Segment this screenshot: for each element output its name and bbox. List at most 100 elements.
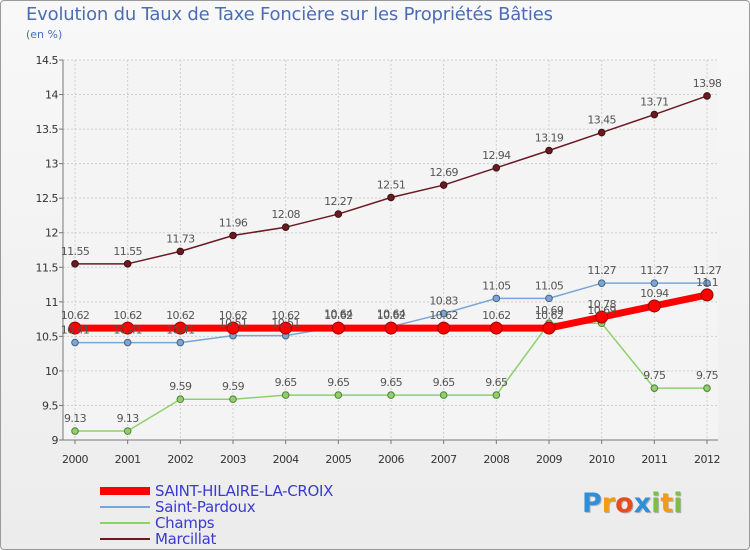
data-label-saint-pardoux: 10.51 [219, 317, 248, 330]
data-label-marcillat: 13.98 [693, 77, 722, 90]
logo-letter: r [601, 488, 616, 519]
data-label-champs: 9.13 [117, 412, 140, 425]
y-tick-label: 11.5 [36, 261, 59, 274]
legend-label: Champs [155, 514, 215, 532]
data-point-saint-pardoux [176, 338, 185, 347]
legend-label: Marcillat [155, 530, 217, 548]
y-tick-label: 13.5 [36, 123, 59, 136]
data-point-marcillat [439, 181, 448, 189]
data-point-marcillat [387, 193, 395, 202]
x-tick-label: 2005 [325, 453, 351, 466]
data-label-champs: 9.75 [696, 369, 719, 382]
data-label-marcillat: 11.73 [166, 232, 195, 245]
data-label-saint-pardoux: 10.83 [429, 295, 458, 308]
logo-letter: t [660, 488, 674, 519]
data-label-saint-pardoux: 10.51 [271, 317, 300, 330]
data-point-saint-hilaire-la-croix [331, 321, 345, 335]
data-label-saint-pardoux: 10.41 [166, 324, 195, 337]
data-labels: 11.55 11.55 11.73 11.96 12.08 12.27 12.51 12.69… [61, 77, 723, 425]
legend-swatch [100, 506, 150, 508]
y-tick-label: 9.5 [42, 399, 58, 412]
data-label-marcillat: 11.96 [219, 216, 248, 229]
data-label-saint-hilaire-la-croix: 10.62 [482, 309, 511, 322]
x-tick-label: 2012 [694, 453, 720, 466]
proxiti-logo: Proxiti [582, 488, 683, 519]
data-label-marcillat: 13.71 [640, 96, 669, 109]
data-label-marcillat: 12.51 [377, 178, 406, 191]
x-tick-label: 2003 [220, 453, 246, 466]
grid [63, 59, 718, 441]
data-point-saint-hilaire-la-croix [226, 321, 240, 335]
data-label-champs: 10.69 [587, 304, 616, 317]
data-point-saint-hilaire-la-croix [121, 321, 135, 335]
data-point-champs [650, 384, 659, 392]
x-tick-label: 2006 [378, 453, 404, 466]
legend-label: Saint-Pardoux [155, 498, 256, 516]
data-point-saint-hilaire-la-croix [700, 288, 714, 302]
data-label-saint-hilaire-la-croix: 10.62 [324, 309, 353, 322]
data-point-saint-pardoux [650, 279, 659, 287]
data-label-marcillat: 11.55 [113, 245, 142, 258]
logo-letter: o [615, 488, 634, 519]
data-point-marcillat [123, 260, 132, 268]
data-label-champs: 9.59 [222, 380, 245, 393]
y-tick-label: 11 [45, 296, 58, 309]
data-point-marcillat [703, 92, 711, 100]
data-point-marcillat [334, 210, 343, 218]
data-label-saint-hilaire-la-croix: 10.62 [535, 309, 564, 322]
data-point-champs [71, 427, 79, 435]
data-label-champs: 9.59 [169, 380, 192, 393]
data-label-marcillat: 12.08 [271, 208, 300, 221]
x-tick-label: 2002 [167, 453, 193, 466]
logo-letter: i [673, 488, 683, 519]
logo-letter: i [651, 488, 661, 519]
data-label-saint-hilaire-la-croix: 10.94 [640, 287, 669, 300]
data-point-saint-hilaire-la-croix [647, 299, 661, 313]
data-point-marcillat [545, 146, 553, 155]
data-point-saint-pardoux [71, 338, 79, 347]
x-tick-label: 2008 [483, 453, 509, 466]
data-point-saint-hilaire-la-croix [279, 321, 293, 335]
data-label-saint-pardoux: 10.64 [324, 308, 353, 321]
x-tick-label: 2004 [273, 453, 299, 466]
data-point-saint-pardoux [703, 279, 711, 287]
data-point-saint-pardoux [545, 294, 553, 303]
data-point-saint-hilaire-la-croix [68, 321, 82, 335]
legend-label: SAINT-HILAIRE-LA-CROIX [155, 482, 334, 500]
data-label-saint-pardoux: 11.05 [482, 279, 511, 292]
x-tick-label: 2000 [62, 453, 88, 466]
data-point-champs [387, 391, 395, 399]
data-point-champs [229, 395, 237, 404]
data-label-champs: 9.75 [643, 369, 666, 382]
data-label-champs: 9.65 [380, 376, 403, 389]
data-label-champs: 9.65 [275, 376, 298, 389]
logo-letter: x [633, 488, 652, 519]
data-label-saint-pardoux: 11.27 [587, 264, 616, 277]
x-tick-label: 2011 [641, 453, 667, 466]
data-point-saint-hilaire-la-croix [489, 321, 503, 335]
y-tick-label: 10 [45, 365, 58, 378]
data-point-champs [439, 391, 448, 399]
data-label-marcillat: 12.94 [482, 149, 511, 162]
y-tick-label: 10.5 [36, 330, 59, 343]
data-point-marcillat [492, 163, 501, 172]
data-label-marcillat: 12.27 [324, 195, 353, 208]
data-label-saint-pardoux: 10.64 [377, 308, 406, 321]
axes: 9 9.5 10 10.5 11 11.5 12 12.5 13 13.5 14 14.5 2000 20… [36, 54, 721, 466]
data-label-saint-pardoux: 11.27 [640, 264, 669, 277]
data-point-marcillat [281, 223, 290, 231]
data-label-saint-pardoux: 10.41 [61, 324, 90, 337]
data-point-champs [703, 384, 711, 392]
data-label-champs: 9.13 [64, 412, 87, 425]
data-point-marcillat [650, 110, 659, 119]
data-label-champs: 10.69 [535, 304, 564, 317]
data-point-marcillat [176, 247, 185, 256]
x-tick-label: 2009 [536, 453, 562, 466]
data-point-champs [334, 391, 343, 399]
legend-swatch [100, 522, 150, 524]
data-point-marcillat [71, 260, 79, 268]
data-point-saint-hilaire-la-croix [595, 310, 609, 324]
data-label-marcillat: 12.69 [429, 166, 458, 179]
data-label-saint-hilaire-la-croix: 10.62 [219, 309, 248, 322]
